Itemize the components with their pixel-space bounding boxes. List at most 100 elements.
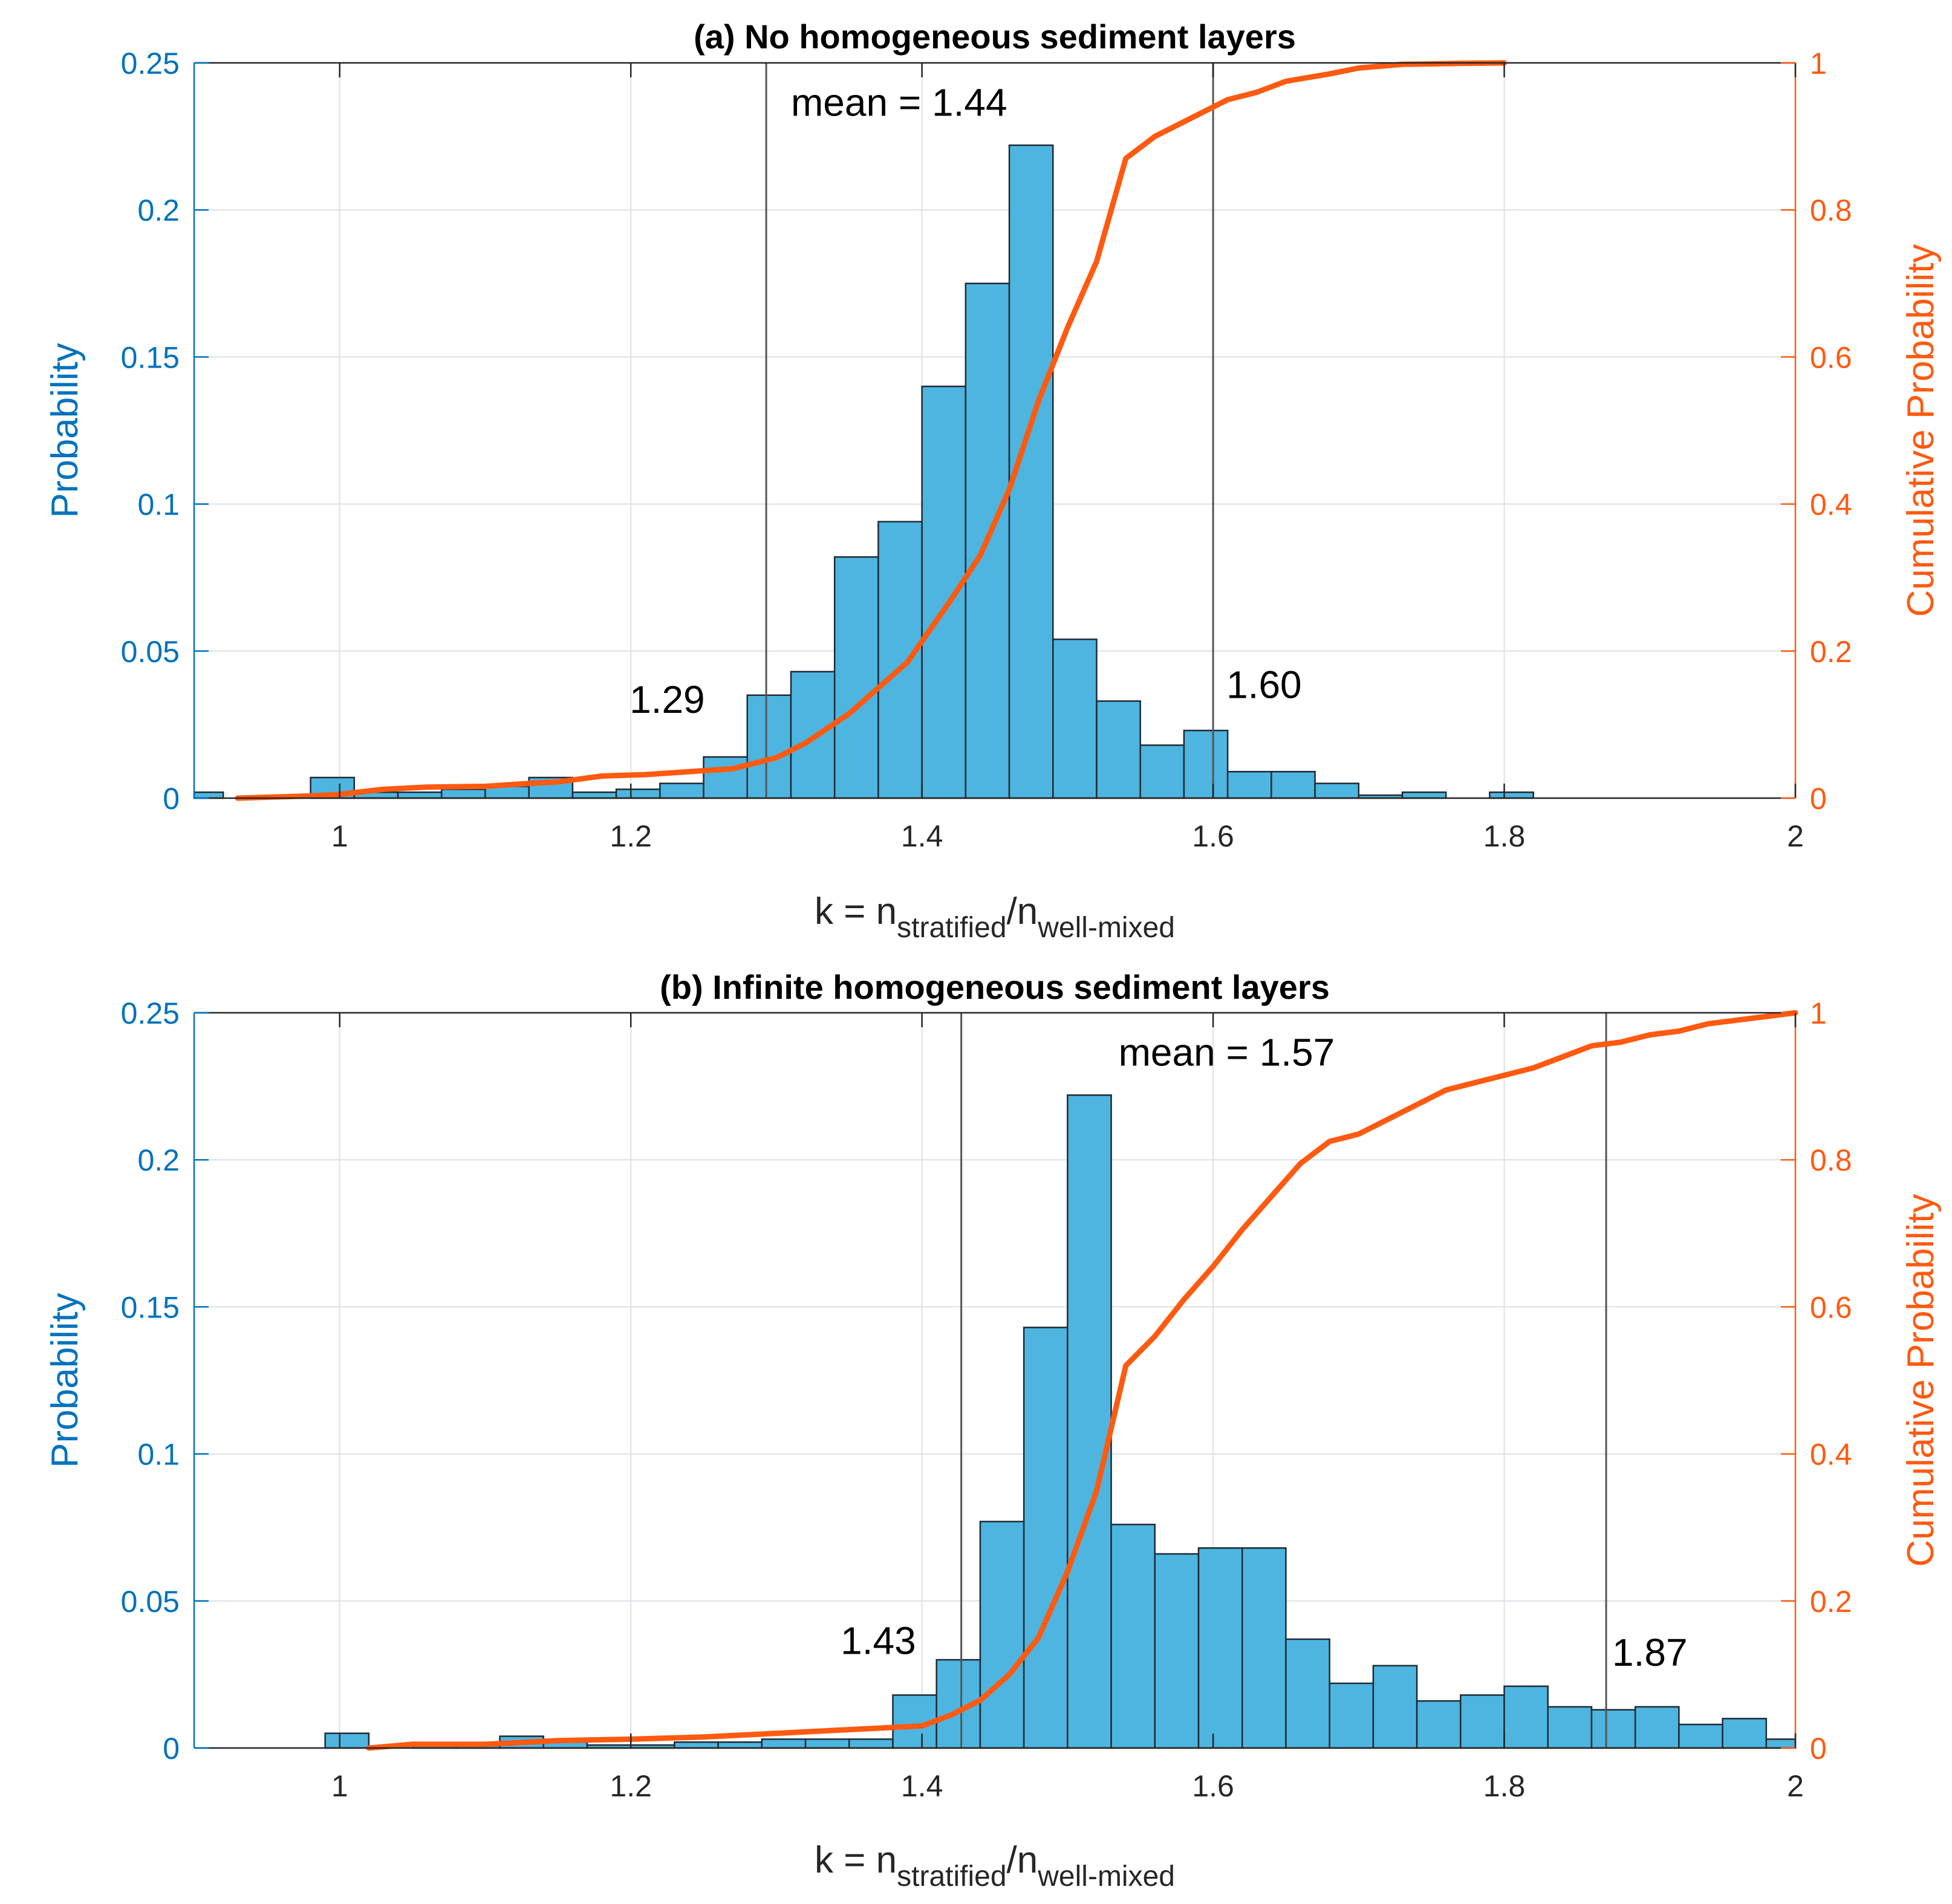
x-tick-label: 1.4 (901, 819, 943, 853)
y2-tick-label: 0.8 (1810, 193, 1852, 227)
y2-axis-label: Cumulative Probability (1900, 244, 1942, 617)
chart-title: (a) No homogeneous sediment layers (694, 18, 1296, 56)
y-tick-label: 0.1 (137, 488, 180, 522)
y2-tick-label: 0.6 (1810, 1290, 1852, 1324)
x-axis-label-part: stratified (897, 912, 1006, 944)
histogram-bar (1139, 744, 1185, 799)
histogram-bar (1226, 770, 1272, 799)
histogram-bar (877, 521, 923, 799)
x-axis-label-part: well-mixed (1037, 912, 1175, 944)
y-tick-label: 0.25 (121, 996, 180, 1030)
x-tick-label: 1.6 (1192, 819, 1234, 853)
annotation-mean: mean = 1.44 (791, 81, 1007, 125)
annotation-upper: 1.87 (1612, 1631, 1688, 1674)
y2-tick-label: 0.2 (1810, 635, 1852, 669)
x-tick-label: 1.6 (1192, 1769, 1234, 1803)
histogram-bar (746, 694, 792, 799)
y-tick-label: 0 (163, 782, 180, 816)
x-tick-label: 1.2 (610, 819, 652, 853)
x-axis-label-part: k = n (815, 891, 897, 932)
histogram-bar (1285, 1638, 1330, 1749)
histogram-bar (324, 1732, 370, 1749)
x-tick-label: 1 (331, 819, 348, 853)
y2-tick-label: 0 (1810, 1732, 1827, 1766)
y2-tick-label: 0 (1810, 782, 1827, 816)
panel-b: 1 1.2 1.4 1.6 1.8 200.050.10.150.20.2500.20.4… (44, 968, 1942, 1893)
y-tick-label: 0.25 (121, 47, 180, 80)
histogram-bar (1460, 1694, 1505, 1749)
histogram-bar (1241, 1547, 1287, 1749)
histogram-bar (1401, 791, 1447, 799)
histogram-bar (440, 788, 486, 799)
histogram-bar (1590, 1709, 1636, 1749)
histogram-bar (1096, 700, 1141, 799)
y-axis-label: Probability (44, 343, 86, 518)
x-axis-label-part: /n (1007, 1839, 1038, 1881)
histogram-bar (848, 1738, 894, 1749)
x-tick-label: 2 (1787, 819, 1804, 853)
histogram-bar (1489, 791, 1534, 799)
histogram-bar (1765, 1738, 1797, 1749)
histogram-bar (1110, 1524, 1156, 1749)
histogram-bar (659, 782, 704, 799)
histogram-bar (1722, 1718, 1768, 1749)
histogram-bar (397, 791, 443, 799)
histogram-bar (1183, 729, 1229, 799)
histogram-bar (1547, 1706, 1593, 1749)
y-tick-label: 0.2 (137, 1143, 180, 1177)
x-tick-label: 2 (1787, 1769, 1804, 1803)
y2-tick-label: 0.4 (1810, 1438, 1852, 1472)
y2-tick-label: 1 (1810, 996, 1827, 1030)
histogram-bar (1372, 1665, 1418, 1749)
x-tick-label: 1.8 (1483, 819, 1526, 853)
histogram-bar (1329, 1682, 1375, 1749)
histogram-bar (615, 788, 661, 799)
histogram-bar (193, 791, 224, 799)
cumulative-line (235, 60, 1507, 801)
annotation-upper: 1.60 (1226, 663, 1302, 707)
y2-tick-label: 0.6 (1810, 340, 1852, 374)
y-tick-label: 0.05 (121, 1585, 180, 1619)
histogram-bar (979, 1521, 1025, 1749)
histogram-bar (1052, 638, 1098, 799)
panel-a: 1 1.2 1.4 1.6 1.8 200.050.10.150.20.2500.20.4… (44, 18, 1942, 944)
histogram-bar (1270, 770, 1316, 799)
histogram-bar (1154, 1553, 1200, 1749)
x-tick-label: 1.2 (610, 1769, 652, 1803)
x-tick-label: 1.4 (901, 1769, 943, 1803)
histogram-bar (804, 1738, 850, 1749)
y-tick-label: 0.2 (137, 193, 180, 227)
y2-tick-label: 0.8 (1810, 1143, 1852, 1177)
histogram-bar (674, 1741, 719, 1749)
y-tick-label: 0.05 (121, 635, 180, 669)
x-axis-label-part: stratified (897, 1860, 1006, 1893)
annotation-lower: 1.43 (841, 1619, 916, 1662)
x-axis-label: k = nstratified/nwell-mixed (815, 1839, 1175, 1893)
cumulative-line (366, 1010, 1798, 1751)
x-axis-label-part: k = n (815, 1839, 897, 1881)
y-tick-label: 0 (163, 1732, 180, 1766)
y2-axis-label: Cumulative Probability (1900, 1194, 1942, 1567)
histogram-bar (1634, 1706, 1680, 1749)
y2-tick-label: 1 (1810, 47, 1827, 80)
annotation-lower: 1.29 (630, 678, 705, 721)
histogram-bar (1067, 1094, 1112, 1749)
annotation-mean: mean = 1.57 (1119, 1031, 1335, 1074)
y-tick-label: 0.1 (137, 1438, 180, 1472)
x-axis-label: k = nstratified/nwell-mixed (815, 891, 1175, 944)
y2-tick-label: 0.2 (1810, 1585, 1852, 1619)
histogram-bar (571, 791, 617, 799)
histogram-bar (1314, 782, 1360, 799)
y2-tick-label: 0.4 (1810, 488, 1852, 522)
histogram-bar (1678, 1723, 1723, 1749)
histogram-bar (1416, 1700, 1462, 1749)
x-tick-label: 1.8 (1483, 1769, 1526, 1803)
y-tick-label: 0.15 (121, 340, 180, 374)
histogram-bar (1023, 1327, 1069, 1749)
x-axis-label-part: /n (1007, 891, 1038, 932)
histogram-bar (717, 1741, 763, 1749)
x-axis-label-part: well-mixed (1037, 1860, 1175, 1893)
chart-title: (b) Infinite homogeneous sediment layers (660, 968, 1330, 1006)
x-tick-label: 1 (331, 1769, 348, 1803)
